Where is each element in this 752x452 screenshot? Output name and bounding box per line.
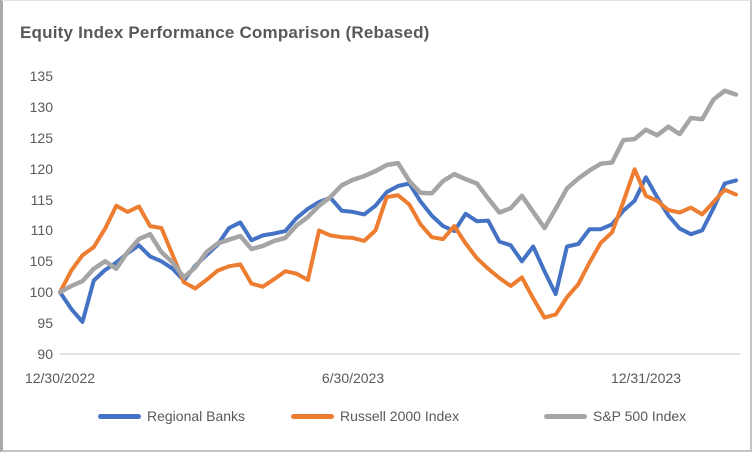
y-axis-tick-label: 125	[29, 129, 53, 146]
y-axis-tick-label: 120	[29, 160, 53, 177]
legend-item-regional-banks: Regional Banks	[98, 407, 245, 425]
series-line-regional-banks	[58, 175, 738, 324]
legend-item-sp-500: S&P 500 Index	[544, 407, 686, 425]
y-axis-tick-label: 95	[37, 315, 53, 332]
legend-label-regional-banks: Regional Banks	[147, 408, 246, 424]
sp-500-line-swatch-icon	[544, 413, 587, 419]
legend-label-russell-2000: Russell 2000 Index	[340, 408, 460, 424]
russell-2000-line-swatch-icon	[291, 413, 334, 419]
y-axis-labels: 135 130 125 120 115 110 105 100 95 90	[3, 1, 53, 450]
x-axis-label-mid: 6/30/2023	[321, 370, 385, 386]
y-axis-tick-label: 110	[30, 222, 53, 239]
x-axis-label-end: 12/31/2023	[610, 370, 682, 386]
series-line-sp-500	[57, 88, 739, 295]
x-axis-label-start: 12/30/2022	[24, 370, 96, 386]
y-axis-tick-label: 115	[30, 191, 53, 208]
legend-item-russell-2000: Russell 2000 Index	[291, 407, 459, 425]
chart-title: Equity Index Performance Comparison (Reb…	[20, 23, 430, 42]
regional-banks-line-swatch-icon	[98, 413, 141, 419]
y-axis-tick-label: 90	[37, 346, 53, 362]
y-axis-tick-label: 105	[29, 253, 53, 270]
y-axis-tick-label: 130	[29, 98, 53, 115]
plot-area	[57, 88, 740, 355]
series-line-russell-2000	[58, 167, 738, 320]
y-axis-tick-label: 135	[29, 68, 53, 84]
legend-label-sp-500: S&P 500 Index	[593, 408, 687, 424]
y-axis-tick-label: 100	[29, 284, 53, 301]
